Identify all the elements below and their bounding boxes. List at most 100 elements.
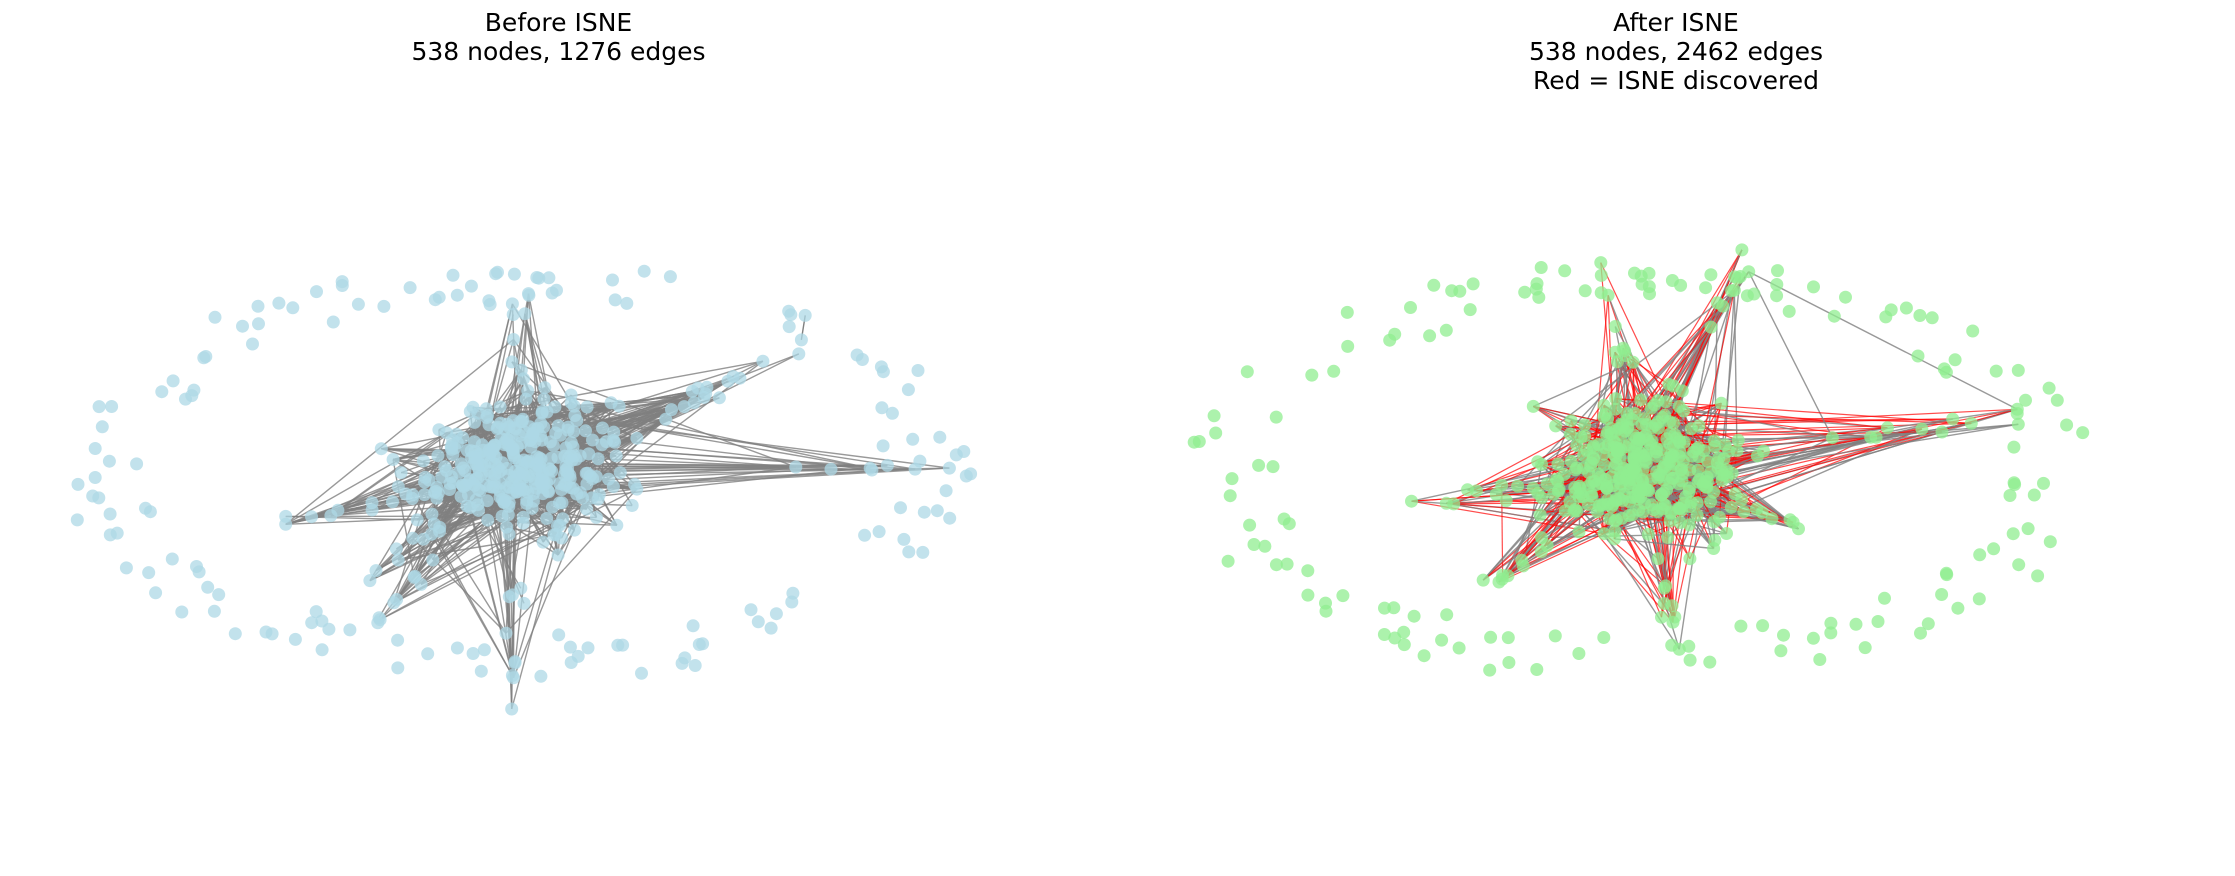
graph-node [507, 333, 520, 346]
graph-node [1911, 349, 1925, 363]
graph-node [418, 488, 431, 502]
graph-node [1531, 486, 1545, 500]
graph-node [1940, 568, 1954, 582]
graph-node [1606, 497, 1620, 511]
graph-node [1725, 284, 1739, 298]
graph-node [563, 640, 577, 654]
graph-node [630, 431, 644, 445]
original-edge [1541, 532, 1727, 539]
graph-node [1715, 473, 1729, 487]
graph-node [917, 505, 931, 519]
graph-node [687, 396, 701, 410]
graph-node [1572, 647, 1586, 660]
graph-node [1913, 309, 1927, 322]
graph-node [326, 315, 340, 329]
graph-node [309, 605, 323, 619]
graph-node [1534, 261, 1548, 274]
graph-node [450, 427, 463, 441]
graph-node [438, 460, 452, 474]
graph-node [1622, 438, 1636, 452]
graph-node [545, 286, 559, 300]
graph-node [1724, 500, 1738, 514]
graph-node [1548, 629, 1562, 643]
graph-node [620, 296, 634, 310]
graph-node [517, 372, 530, 386]
graph-node [466, 647, 480, 660]
graph-node [1650, 449, 1664, 463]
original-edge [412, 537, 507, 634]
graph-node [507, 421, 521, 435]
original-edge [1446, 502, 1616, 532]
graph-node [70, 513, 84, 527]
before-title: Before ISNE 538 nodes, 1276 edges [0, 8, 1117, 66]
graph-node [391, 633, 405, 647]
graph-node [1608, 320, 1622, 333]
graph-node [505, 355, 519, 369]
graph-node [858, 528, 872, 542]
graph-node [1925, 311, 1939, 325]
graph-node [913, 454, 927, 468]
graph-node [537, 392, 551, 406]
graph-node [1657, 581, 1671, 595]
graph-node [782, 304, 796, 318]
graph-node [521, 384, 535, 398]
graph-node [2031, 569, 2045, 583]
graph-node [751, 615, 765, 629]
graph-node [721, 374, 735, 388]
graph-node [2019, 393, 2032, 407]
graph-node [1417, 649, 1431, 663]
original-edge [511, 303, 572, 404]
graph-node [1301, 564, 1315, 578]
graph-node [468, 415, 482, 429]
graph-node [369, 564, 383, 578]
graph-node [1683, 500, 1697, 513]
graph-node [875, 401, 889, 415]
graph-node [1258, 539, 1272, 553]
graph-node [377, 299, 391, 313]
graph-node [1683, 552, 1697, 566]
original-edge [505, 488, 638, 634]
graph-node [386, 453, 400, 466]
graph-node [1742, 265, 1756, 279]
graph-node [498, 493, 512, 507]
graph-node [1951, 601, 1965, 615]
graph-node [1340, 305, 1354, 319]
graph-node [483, 298, 497, 311]
graph-node [897, 532, 911, 546]
graph-node [1921, 617, 1935, 631]
graph-node [201, 580, 215, 594]
graph-node [418, 470, 432, 484]
graph-node [1813, 653, 1827, 666]
graph-node [1558, 264, 1572, 278]
original-edge [1638, 436, 1871, 511]
graph-node [165, 552, 179, 566]
graph-node [959, 469, 973, 483]
discovered-edge [1498, 533, 1605, 583]
graph-node [448, 441, 462, 455]
graph-node [876, 439, 890, 453]
graph-node [1737, 505, 1751, 519]
graph-node [1531, 455, 1545, 469]
graph-node [1269, 410, 1283, 424]
graph-node [551, 548, 565, 562]
graph-node [1305, 368, 1319, 382]
graph-node [876, 365, 890, 379]
graph-node [580, 400, 594, 414]
original-edge [1614, 538, 1714, 550]
graph-node [678, 651, 692, 665]
graph-node [865, 463, 879, 477]
graph-node [315, 614, 329, 628]
graph-node [1948, 353, 1962, 367]
graph-node [581, 466, 594, 480]
graph-node [563, 481, 577, 495]
graph-node [391, 661, 405, 675]
graph-node [850, 348, 864, 362]
graph-node [464, 279, 478, 293]
original-edge [285, 432, 447, 525]
graph-node [517, 596, 531, 610]
graph-node [486, 480, 500, 494]
graph-node [551, 419, 565, 433]
graph-node [607, 425, 621, 439]
graph-node [536, 480, 550, 494]
graph-node [1707, 515, 1721, 529]
